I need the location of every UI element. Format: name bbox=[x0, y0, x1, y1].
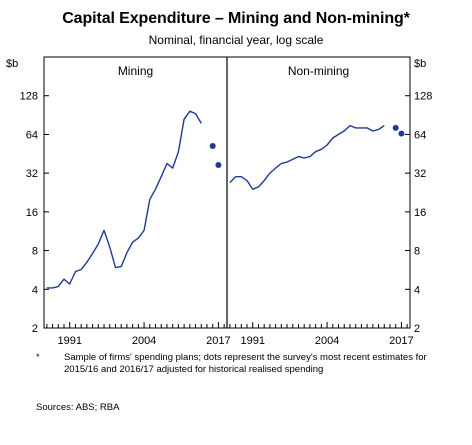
non-mining-capex-line bbox=[229, 124, 385, 190]
x-tick-label: 2004 bbox=[132, 335, 156, 347]
y-tick-label-left: 4 bbox=[32, 284, 38, 296]
footnote-text: Sample of firms' spending plans; dots re… bbox=[64, 352, 427, 375]
left-unit-label: $b bbox=[6, 58, 18, 70]
footnote: * Sample of firms' spending plans; dots … bbox=[36, 352, 436, 376]
survey-estimate-dot bbox=[392, 124, 399, 131]
y-tick-label-right: 2 bbox=[414, 323, 420, 335]
sources-note: Sources: ABS; RBA bbox=[36, 402, 120, 413]
right-unit-label: $b bbox=[414, 58, 426, 70]
y-tick-label-right: 16 bbox=[414, 207, 426, 219]
y-tick-label-left: 16 bbox=[26, 207, 38, 219]
y-tick-label-right: 32 bbox=[414, 168, 426, 180]
y-tick-label-right: 128 bbox=[414, 91, 432, 103]
y-tick-label-left: 64 bbox=[26, 129, 38, 141]
x-tick-label: 1991 bbox=[57, 335, 81, 347]
y-tick-label-right: 64 bbox=[414, 129, 426, 141]
chart-title: Capital Expenditure – Mining and Non-min… bbox=[62, 10, 410, 27]
mining-capex-line bbox=[46, 110, 202, 289]
y-tick-label-left: 128 bbox=[20, 91, 38, 103]
survey-estimate-dot bbox=[209, 143, 216, 150]
y-tick-label-left: 8 bbox=[32, 246, 38, 258]
panel-title: Mining bbox=[118, 64, 153, 78]
x-tick-label: 1991 bbox=[240, 335, 264, 347]
y-tick-label-left: 2 bbox=[32, 323, 38, 335]
y-tick-label-left: 32 bbox=[26, 168, 38, 180]
mining-panel: Mining 1991 2004 2017 bbox=[46, 64, 231, 347]
x-tick-label: 2017 bbox=[389, 335, 413, 347]
survey-estimate-dot bbox=[398, 130, 405, 137]
survey-estimate-dot bbox=[215, 162, 222, 169]
chart-subtitle: Nominal, financial year, log scale bbox=[148, 33, 324, 47]
footnote-marker: * bbox=[36, 352, 40, 363]
non-mining-panel: Non-mining 1991 2004 2017 bbox=[229, 64, 414, 347]
x-tick-label: 2004 bbox=[315, 335, 339, 347]
y-tick-label-right: 4 bbox=[414, 284, 420, 296]
x-tick-label: 2017 bbox=[206, 335, 230, 347]
y-tick-label-right: 8 bbox=[414, 246, 420, 258]
panel-title: Non-mining bbox=[288, 64, 349, 78]
